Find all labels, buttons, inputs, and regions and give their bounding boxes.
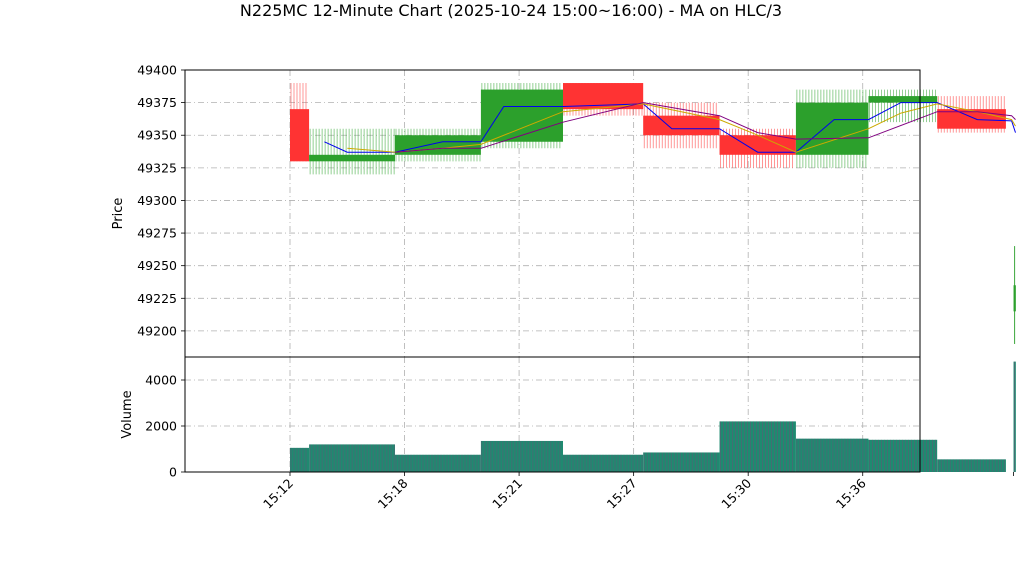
candle — [309, 128, 395, 175]
volume-bar — [795, 438, 869, 472]
candle — [480, 83, 563, 149]
volume-bar-fill — [937, 459, 1006, 472]
candle — [395, 128, 481, 162]
price-tick-label: 49350 — [137, 128, 177, 143]
price-tick-label: 49200 — [137, 323, 177, 338]
price-tick-label: 49400 — [137, 63, 177, 78]
volume-bar-fill — [719, 421, 796, 472]
candle-body — [643, 115, 720, 136]
volume-bar-fill — [480, 440, 563, 472]
candle — [795, 89, 869, 168]
volume-tick-label: 2000 — [145, 419, 177, 434]
candle-body — [309, 154, 395, 162]
price-axis-label: Price — [111, 198, 126, 230]
price-tick-label: 49275 — [137, 226, 177, 241]
candle — [937, 96, 1006, 133]
volume-tick-label: 0 — [169, 465, 177, 480]
volume-bar — [868, 439, 938, 472]
volume-tick-label: 4000 — [145, 373, 177, 388]
price-tick-label: 49325 — [137, 160, 177, 175]
volume-bar — [937, 459, 1006, 472]
price-panel: 49200 49225 49250 49275 49300 49325 49350 49375… — [111, 63, 1016, 358]
volume-bar-fill — [795, 438, 869, 472]
moving-average-line — [324, 102, 1016, 153]
volume-bar — [1013, 361, 1016, 472]
volume-bar-fill — [643, 452, 720, 472]
candle — [719, 128, 796, 168]
candle — [290, 83, 310, 162]
volume-bar-fill — [290, 447, 310, 472]
volume-axis-label: Volume — [120, 390, 135, 438]
volume-bar — [309, 444, 395, 472]
moving-average-line — [394, 102, 1016, 153]
moving-average-line — [347, 103, 1016, 153]
volume-bar-fill — [868, 439, 938, 472]
price-tick-label: 49375 — [137, 95, 177, 110]
price-tick-label: 49225 — [137, 291, 177, 306]
candle — [868, 89, 938, 123]
x-tick-label: 15:21 — [489, 476, 525, 512]
chart-title: N225MC 12-Minute Chart (2025-10-24 15:00… — [240, 1, 782, 20]
volume-bar — [563, 454, 644, 472]
volume-bar — [480, 440, 563, 472]
volume-bar — [395, 454, 481, 472]
volume-bar — [643, 452, 720, 472]
candle — [1013, 246, 1016, 344]
x-tick-label: 15:30 — [718, 475, 754, 511]
candle-body — [480, 89, 563, 142]
candle-body — [395, 135, 481, 155]
volume-bar — [719, 421, 796, 472]
volume-panel: 0 2000 4000 15:12 15:18 15:21 15:27 15:30 15:36 V… — [120, 356, 1016, 512]
volume-axes-frame — [184, 356, 921, 473]
volume-bar — [290, 447, 310, 472]
x-tick-label: 15:27 — [604, 476, 640, 512]
price-tick-label: 49250 — [137, 258, 177, 273]
x-tick-label: 15:12 — [260, 476, 296, 512]
candle-body — [1013, 285, 1016, 312]
x-tick-label: 15:18 — [375, 475, 411, 511]
candle-body — [290, 109, 310, 162]
candle-body — [795, 102, 869, 155]
x-tick-label: 15:36 — [833, 475, 869, 511]
candle-body — [868, 96, 938, 103]
price-tick-label: 49300 — [137, 193, 177, 208]
